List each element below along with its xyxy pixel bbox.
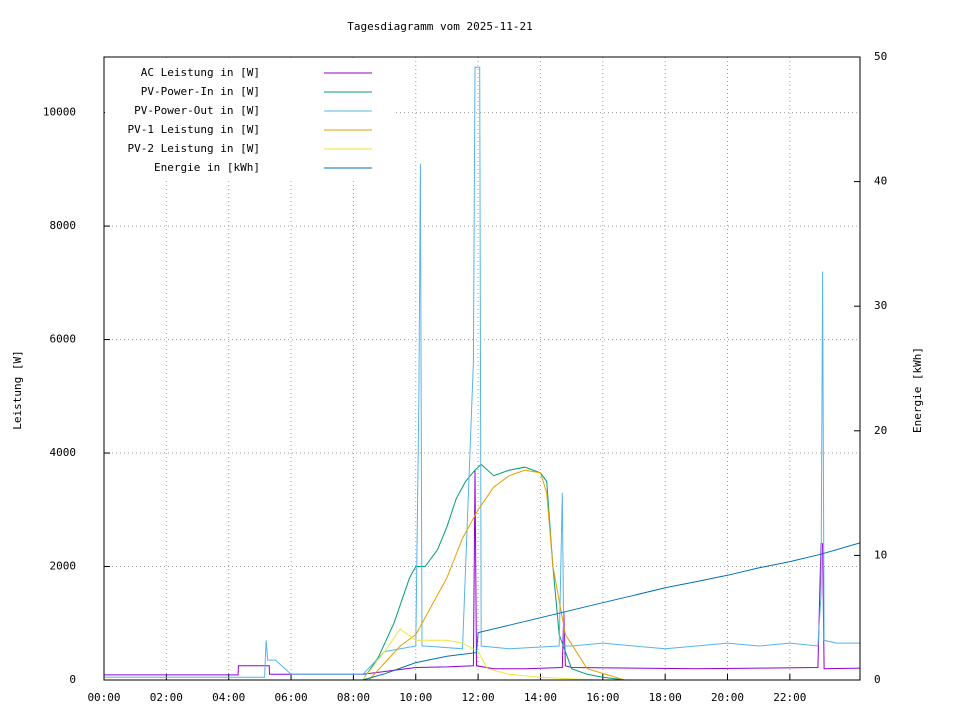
legend-label: Energie in [kWh] [154,161,260,174]
series-line [104,469,860,681]
legend-label: AC Leistung in [W] [141,66,260,79]
x-tick-label: 22:00 [773,691,806,704]
y2-tick-label: 0 [874,673,881,686]
legend-box [105,59,395,181]
x-tick-label: 02:00 [150,691,183,704]
y2-tick-label: 40 [874,175,887,188]
x-tick-label: 06:00 [274,691,307,704]
series-line [104,628,860,681]
y-tick-label: 8000 [50,219,77,232]
legend-label: PV-1 Leistung in [W] [128,123,260,136]
y2-tick-label: 50 [874,50,887,63]
y-tick-label: 10000 [43,106,76,119]
y-tick-label: 0 [69,673,76,686]
y-tick-label: 4000 [50,446,77,459]
legend-label: PV-Power-In in [W] [141,85,260,98]
x-tick-label: 16:00 [586,691,619,704]
y2-tick-label: 30 [874,299,887,312]
series-line [104,470,861,676]
series-line [104,463,860,681]
x-tick-label: 18:00 [649,691,682,704]
series-line [104,66,860,678]
x-tick-label: 10:00 [399,691,432,704]
legend-label: PV-2 Leistung in [W] [128,142,260,155]
x-tick-label: 20:00 [711,691,744,704]
plot-border [103,56,861,681]
y2-tick-label: 20 [874,424,887,437]
y-tick-label: 6000 [50,333,77,346]
x-tick-label: 04:00 [212,691,245,704]
chart-title: Tagesdiagramm vom 2025-11-21 [347,20,532,33]
x-tick-label: 12:00 [462,691,495,704]
y-tick-label: 2000 [50,560,77,573]
x-tick-label: 00:00 [87,691,120,704]
x-tick-label: 14:00 [524,691,557,704]
y2-axis-label: Energie [kWh] [911,347,924,433]
x-tick-label: 08:00 [337,691,370,704]
y2-tick-label: 10 [874,548,887,561]
legend-label: PV-Power-Out in [W] [134,104,260,117]
y-axis-label: Leistung [W] [11,350,24,429]
series-line [104,542,861,681]
